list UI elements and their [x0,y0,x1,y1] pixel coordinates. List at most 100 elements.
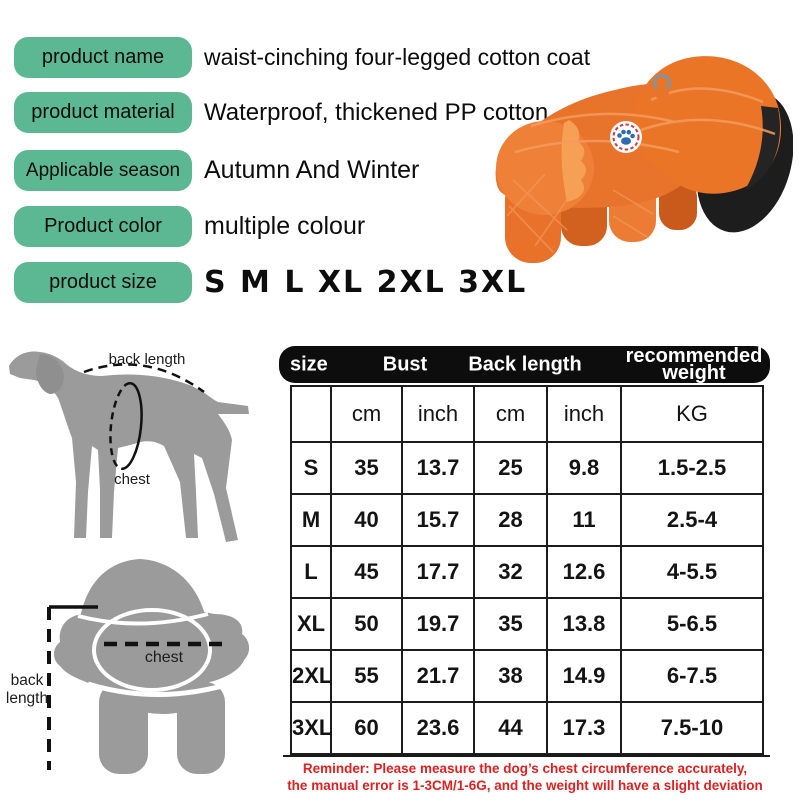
header-bust: Bust [382,353,428,375]
fur-trim [561,120,586,202]
unit-weight-kg: KG [620,385,764,443]
header-recommended-weight: recommended weight [625,344,763,384]
unit-back-cm: cm [473,385,548,443]
cell-blank [290,385,332,443]
size-row-s: S 35 13.7 25 9.8 1.5-2.5 [290,441,764,495]
cell-back-cm: 25 [473,441,548,495]
cell-weight: 7.5-10 [620,701,764,755]
dog-side-diagram: back length chest [9,351,249,542]
cell-bust-cm: 60 [330,701,403,755]
dog-top-diagram: chest back length [6,559,250,774]
cell-size: 3XL [290,701,332,755]
cell-size: L [290,545,332,599]
cell-back-inch: 11 [546,493,622,547]
header-size: size [290,353,328,375]
spec-pill-product-material: product material [14,92,192,133]
cell-weight: 1.5-2.5 [620,441,764,495]
quilt-crosshatch [506,173,654,253]
side-chest-label: chest [114,471,151,488]
cell-back-inch: 9.8 [546,441,622,495]
cell-back-cm: 44 [473,701,548,755]
spec-pill-product-size: product size [14,262,192,303]
cell-size: 2XL [290,649,332,703]
spec-pill-label: product name [41,46,165,68]
dog-top-head [80,559,206,618]
footer-divider [283,755,770,757]
waist-seam-line [87,679,237,698]
reminder-line1: Reminder: Please measure the dog’s chest… [302,761,748,776]
cell-back-inch: 14.9 [546,649,622,703]
cell-bust-cm: 55 [330,649,403,703]
unit-bust-cm: cm [330,385,403,443]
top-back-label: back [11,672,44,689]
spec-pill-label: product size [49,271,157,293]
header-back-length: Back length [468,353,582,375]
cell-size: S [290,441,332,495]
size-table-header-bar: size Bust Back length recommended weight [279,346,770,383]
cell-back-cm: 32 [473,545,548,599]
header-weight-line1: recommended [625,344,763,367]
chest-ellipse [109,381,143,471]
header-weight-line2: weight [662,361,726,384]
back-length-arc [83,363,205,394]
unit-bust-inch: inch [401,385,475,443]
cell-bust-inch: 13.7 [401,441,475,495]
spec-pill-label: product material [31,101,175,123]
size-row-3xl: 3XL 60 23.6 44 17.3 7.5-10 [290,701,764,755]
size-table-grid: cm inch cm inch KG S 35 13.7 25 9.8 1.5-… [290,385,764,755]
cell-back-cm: 28 [473,493,548,547]
cell-bust-inch: 19.7 [401,597,475,651]
unit-back-inch: inch [546,385,622,443]
reminder-note: Reminder: Please measure the dog’s chest… [270,761,780,794]
size-row-m: M 40 15.7 28 11 2.5-4 [290,493,764,547]
side-back-length-label: back length [109,351,186,368]
cell-back-cm: 38 [473,649,548,703]
neck-seam-line [77,612,209,626]
size-row-l: L 45 17.7 32 12.6 4-5.5 [290,545,764,599]
coat-hood [632,56,782,194]
ring-tab [655,88,669,98]
cell-weight: 5-6.5 [620,597,764,651]
spec-pill-product-name: product name [14,37,192,78]
spec-value-product-color: multiple colour [204,212,366,240]
spec-pill-label: Applicable season [25,159,181,181]
spec-value-product-name: waist-cinching four-legged cotton coat [204,44,591,70]
spec-value-product-size: S M L XL 2XL 3XL [204,265,528,300]
cell-back-inch: 12.6 [546,545,622,599]
size-row-2xl: 2XL 55 21.7 38 14.9 6-7.5 [290,649,764,703]
chest-seam-ring [92,608,212,692]
spec-pill-applicable-season: Applicable season [14,150,192,191]
spec-pill-product-color: Product color [14,206,192,247]
cell-bust-cm: 45 [330,545,403,599]
cell-weight: 6-7.5 [620,649,764,703]
cell-weight: 4-5.5 [620,545,764,599]
reminder-line2: the manual error is 1-3CM/1-6G, and the … [287,777,763,793]
hood-opening [745,106,780,190]
cell-back-inch: 13.8 [546,597,622,651]
cell-bust-inch: 21.7 [401,649,475,703]
cell-bust-inch: 15.7 [401,493,475,547]
cell-weight: 2.5-4 [620,493,764,547]
dog-side-silhouette [9,351,249,542]
product-photo-dog-coat [495,56,793,263]
dog-ear [36,354,64,394]
size-table: size Bust Back length recommended weight … [279,346,772,755]
cell-size: M [290,493,332,547]
cell-bust-inch: 23.6 [401,701,475,755]
cell-size: XL [290,597,332,651]
cell-bust-inch: 17.7 [401,545,475,599]
cell-bust-cm: 50 [330,597,403,651]
cell-back-cm: 35 [473,597,548,651]
cell-back-inch: 17.3 [546,701,622,755]
spec-value-product-material: Waterproof, thickened PP cotton [204,98,549,126]
spec-pill-label: Product color [44,215,162,237]
top-chest-label: chest [145,649,184,666]
spec-value-applicable-season: Autumn And Winter [204,156,420,184]
size-row-xl: XL 50 19.7 35 13.8 5-6.5 [290,597,764,651]
cell-bust-cm: 35 [330,441,403,495]
quilt-seams [514,87,776,154]
cell-bust-cm: 40 [330,493,403,547]
paw-badge-icon [610,121,642,153]
top-length-label: length [6,690,48,707]
